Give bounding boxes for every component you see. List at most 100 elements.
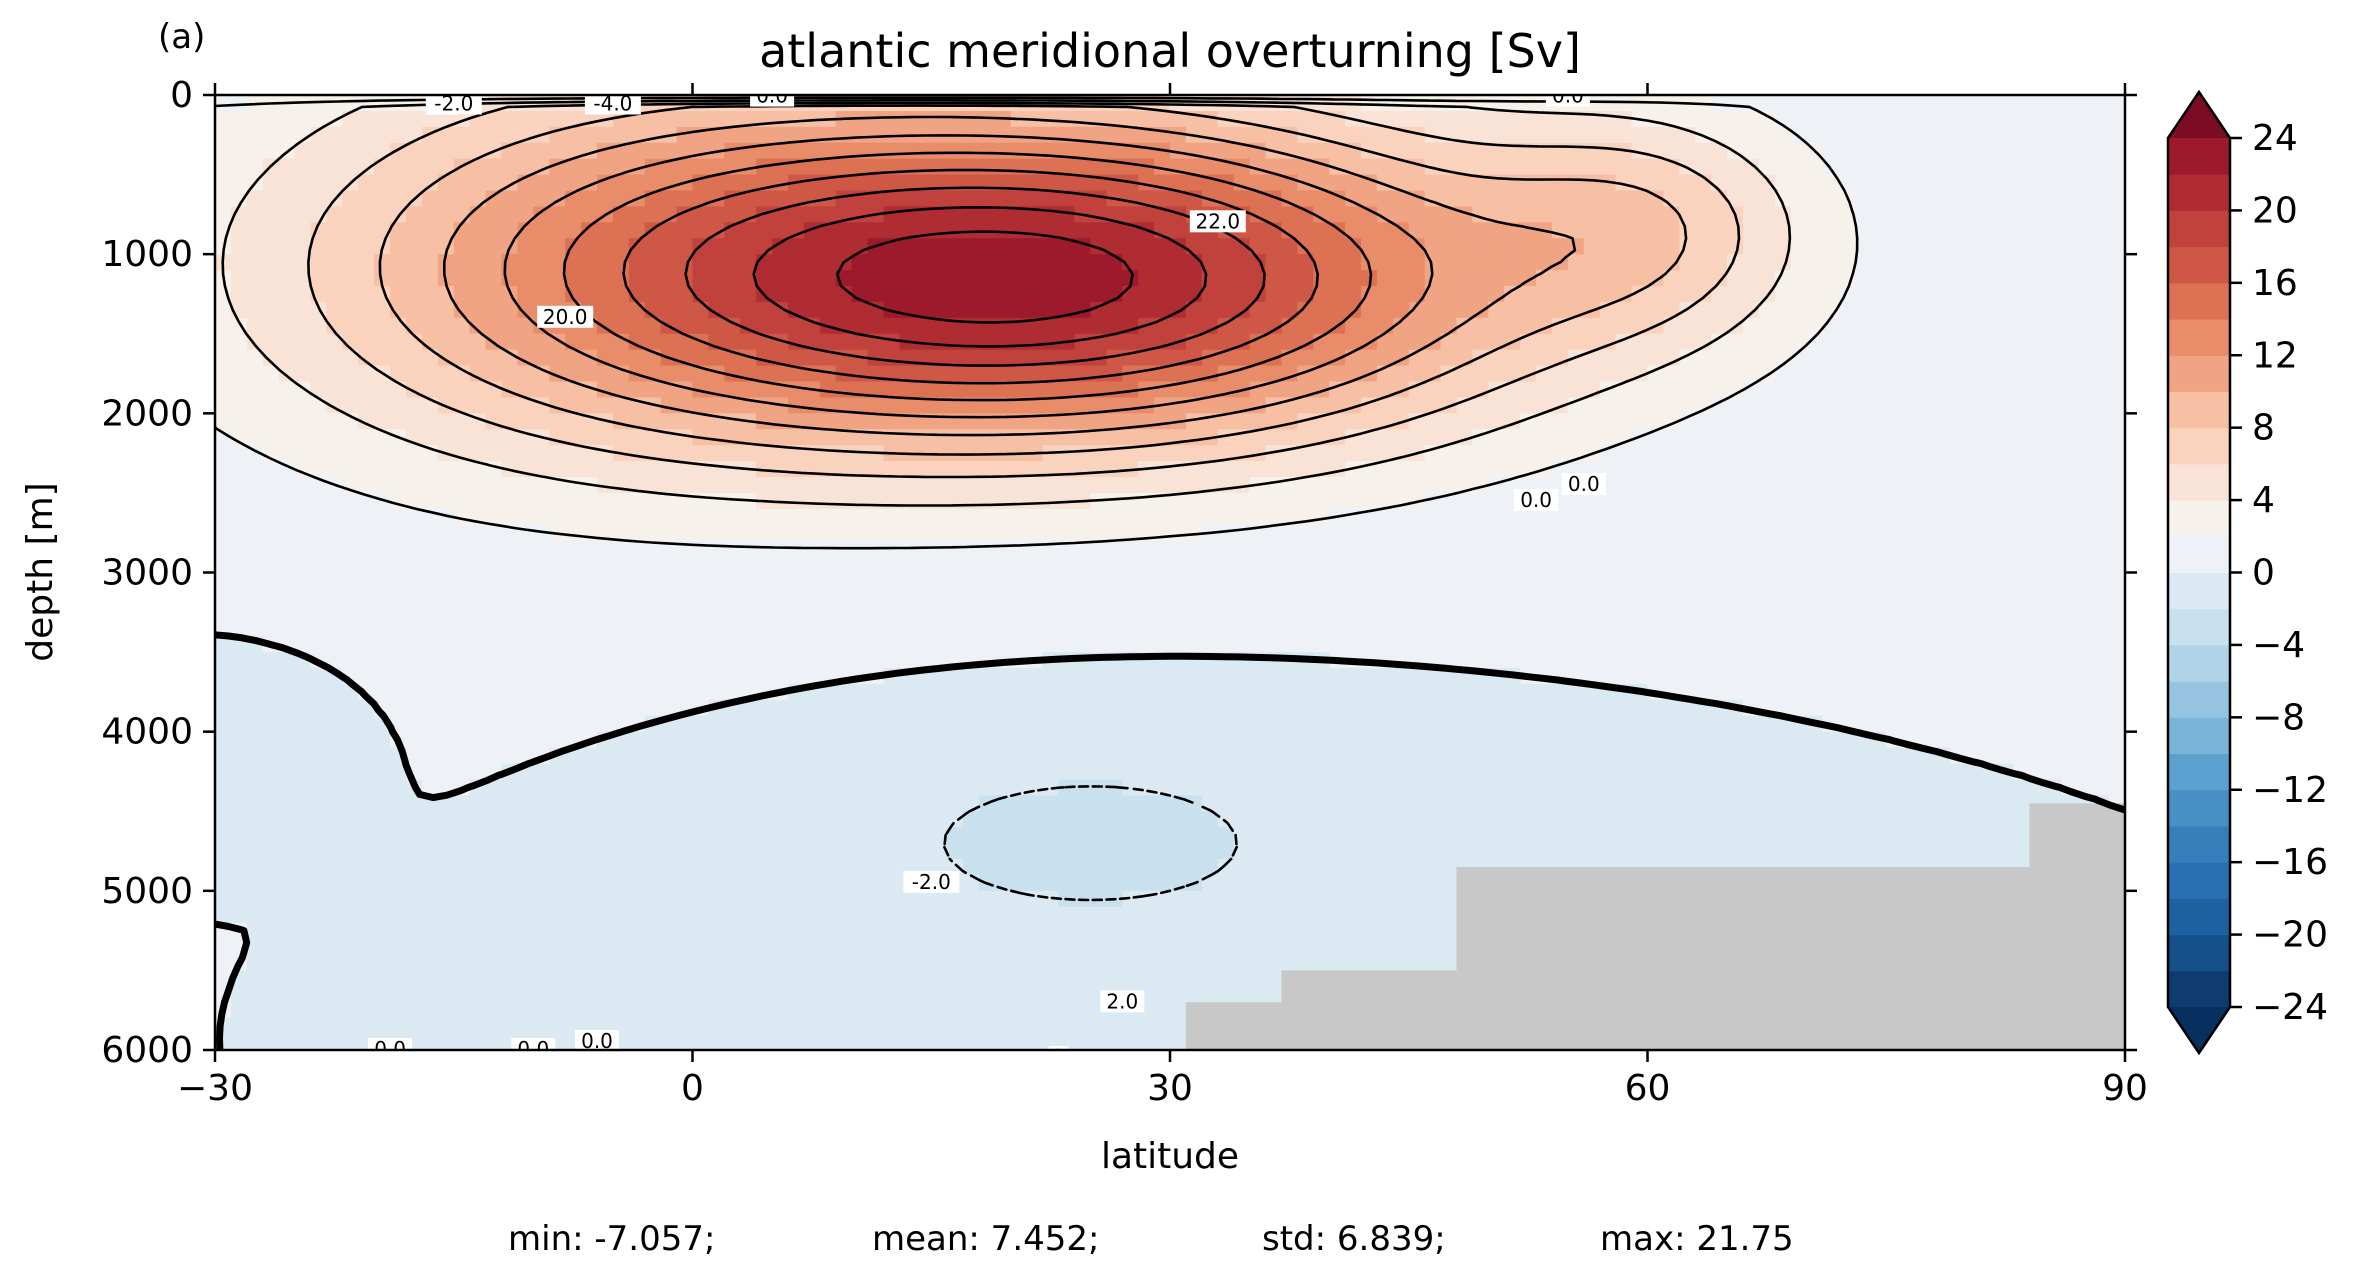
contour-fill-cell [278,938,296,956]
contour-fill-cell [724,938,742,956]
contour-fill-cell [1504,461,1521,478]
contour-fill-cell [390,922,407,940]
contour-fill-cell [374,620,391,637]
contour-fill-cell [1026,731,1044,749]
contour-fill-cell [756,874,773,892]
contour-fill-cell [979,827,996,844]
contour-fill-cell [1488,445,1506,462]
contour-fill-cell [1313,938,1330,956]
contour-fill-cell [421,652,439,669]
contour-fill-cell [581,158,598,176]
contour-fill-cell [1440,349,1458,367]
contour-fill-cell [278,413,296,431]
contour-fill-cell [772,731,789,749]
contour-fill-cell [1217,811,1235,828]
contour-fill-cell [581,715,598,733]
contour-fill-cell [724,572,742,590]
contour-fill-cell [1345,763,1362,781]
contour-fill-cell [692,763,710,781]
contour-fill-cell [246,190,264,208]
contour-fill-cell [1170,890,1187,908]
contour-fill-cell [1026,333,1044,351]
contour-fill-cell [1313,906,1330,924]
contour-fill-cell [644,1034,662,1050]
contour-fill-cell [772,604,789,622]
contour-fill-cell [1154,461,1171,478]
contour-fill-cell [549,795,566,813]
contour-fill-cell [581,604,598,622]
contour-fill-cell [1440,731,1458,749]
contour-fill-cell [1074,429,1092,446]
contour-fill-cell [246,381,264,399]
contour-fill-cell [278,1034,296,1050]
contour-fill-cell [819,508,837,526]
contour-fill-cell [851,317,869,335]
contour-fill-cell [740,715,757,733]
contour-fill-cell [1154,683,1171,701]
contour-fill-cell [1217,970,1235,988]
contour-fill-cell [1408,859,1426,876]
contour-fill-cell [230,397,248,415]
contour-fill-cell [1424,620,1442,637]
contour-fill-cell [1504,524,1521,542]
contour-fill-cell [246,492,264,510]
contour-fill-cell [947,158,964,176]
contour-fill-cell [963,492,980,510]
contour-fill-cell [1376,811,1394,828]
contour-fill-cell [1026,890,1044,908]
contour-fill-cell [533,731,551,749]
contour-fill-cell [326,492,344,510]
contour-fill-cell [628,922,646,940]
contour-fill-cell [963,763,980,781]
contour-fill-cell [740,429,757,446]
contour-fill-cell [660,524,678,542]
contour-fill-cell [867,636,885,653]
contour-fill-cell [453,126,471,144]
contour-fill-cell [740,524,757,542]
contour-fill-cell [310,492,328,510]
contour-fill-cell [947,811,964,828]
contour-fill-cell [597,843,614,860]
contour-fill-cell [1170,126,1187,144]
contour-fill-cell [1122,970,1139,988]
contour-fill-cell [342,715,360,733]
contour-fill-cell [1090,922,1108,940]
contour-fill-cell [692,110,710,128]
contour-fill-cell [676,333,694,351]
contour-fill-cell [1074,556,1092,574]
contour-fill-cell [1217,859,1235,876]
contour-fill-cell [1074,986,1092,1004]
contour-fill-cell [310,142,328,160]
contour-fill-cell [915,795,933,813]
contour-fill-cell [899,397,917,415]
contour-fill-cell [1376,699,1394,717]
contour-fill-cell [1281,906,1299,924]
contour-fill-cell [1026,190,1044,208]
contour-fill-cell [915,301,933,319]
contour-fill-cell [628,668,646,685]
contour-fill-cell [342,158,360,176]
contour-fill-cell [1520,508,1537,526]
contour-fill-cell [1488,652,1506,669]
contour-fill-cell [835,652,853,669]
contour-fill-cell [819,477,837,494]
contour-fill-cell [310,556,328,574]
contour-fill-cell [867,843,885,860]
contour-fill-cell [867,1034,885,1050]
contour-fill-cell [994,477,1012,494]
contour-fill-cell [1201,588,1219,606]
contour-fill-cell [692,445,710,462]
contour-fill-cell [1265,238,1283,255]
contour-fill-cell [676,827,694,844]
contour-fill-cell [453,731,471,749]
contour-fill-cell [1329,890,1346,908]
contour-fill-cell [660,572,678,590]
contour-fill-cell [883,922,901,940]
contour-fill-cell [1520,174,1537,192]
contour-fill-cell [1233,683,1251,701]
contour-fill-cell [390,986,407,1004]
contour-fill-cell [278,397,296,415]
contour-fill-cell [1345,381,1362,399]
contour-fill-cell [1106,174,1124,192]
contour-fill-cell [644,731,662,749]
